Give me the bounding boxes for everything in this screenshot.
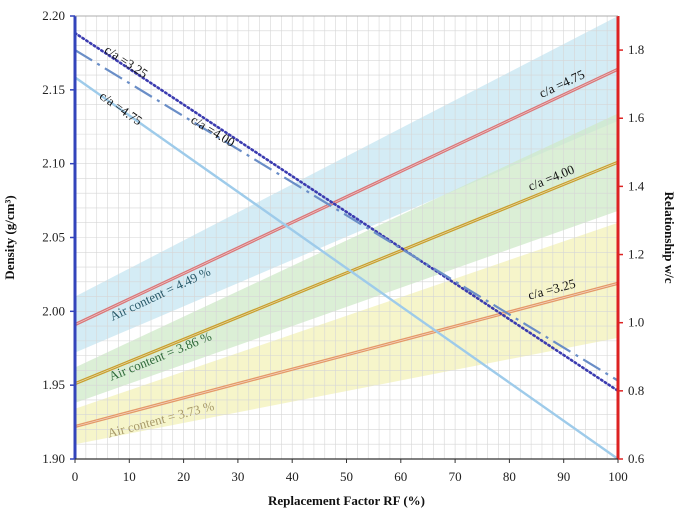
left-y-axis-title: Density (g/cm³): [2, 195, 17, 279]
left-y-tick-label: 1.95: [42, 377, 65, 392]
label-wc-c-a-4-00: c/a =4.00: [188, 112, 237, 150]
x-tick-label: 100: [608, 469, 628, 484]
left-y-tick-label: 2.05: [42, 230, 65, 245]
x-tick-label: 80: [503, 469, 516, 484]
right-y-tick-label: 1.0: [628, 315, 644, 330]
wc-line-0: [73, 31, 620, 393]
wc-line-2: [74, 76, 619, 460]
x-tick-label: 40: [286, 469, 299, 484]
x-tick-label: 0: [72, 469, 79, 484]
x-axis-title: Replacement Factor RF (%): [268, 493, 425, 508]
left-y-tick-label: 2.00: [42, 303, 65, 318]
right-y-axis-title: Relationship w/c: [662, 191, 677, 283]
x-tick-label: 10: [123, 469, 136, 484]
density-line-highlight-2: [74, 282, 619, 427]
x-tick-label: 20: [177, 469, 190, 484]
density-line-highlight-0: [74, 68, 619, 325]
left-y-tick-label: 2.20: [42, 8, 65, 23]
label-wc-c-a-4-75: c/a =4.75: [97, 88, 145, 128]
wc-line-1: [74, 49, 619, 382]
x-tick-label: 60: [394, 469, 407, 484]
right-y-tick-label: 1.2: [628, 247, 644, 262]
right-y-tick-label: 1.6: [628, 110, 645, 125]
axes: [70, 15, 623, 463]
left-y-tick-label: 1.90: [42, 451, 65, 466]
right-y-tick-label: 1.4: [628, 178, 645, 193]
x-tick-label: 90: [557, 469, 570, 484]
series-lines: [73, 31, 620, 460]
left-y-tick-label: 2.10: [42, 156, 65, 171]
right-y-tick-label: 1.8: [628, 42, 644, 57]
right-y-tick-label: 0.8: [628, 383, 644, 398]
x-tick-label: 30: [231, 469, 244, 484]
left-y-tick-label: 2.15: [42, 82, 65, 97]
right-y-tick-label: 0.6: [628, 451, 645, 466]
x-tick-label: 70: [449, 469, 462, 484]
x-tick-label: 50: [340, 469, 353, 484]
tick-labels: 0 10 20 30 40 50 60 70 80 90 100 1.90 1.95 2.00 2.05 2.…: [42, 8, 645, 484]
density-line-highlight-1: [74, 161, 619, 384]
